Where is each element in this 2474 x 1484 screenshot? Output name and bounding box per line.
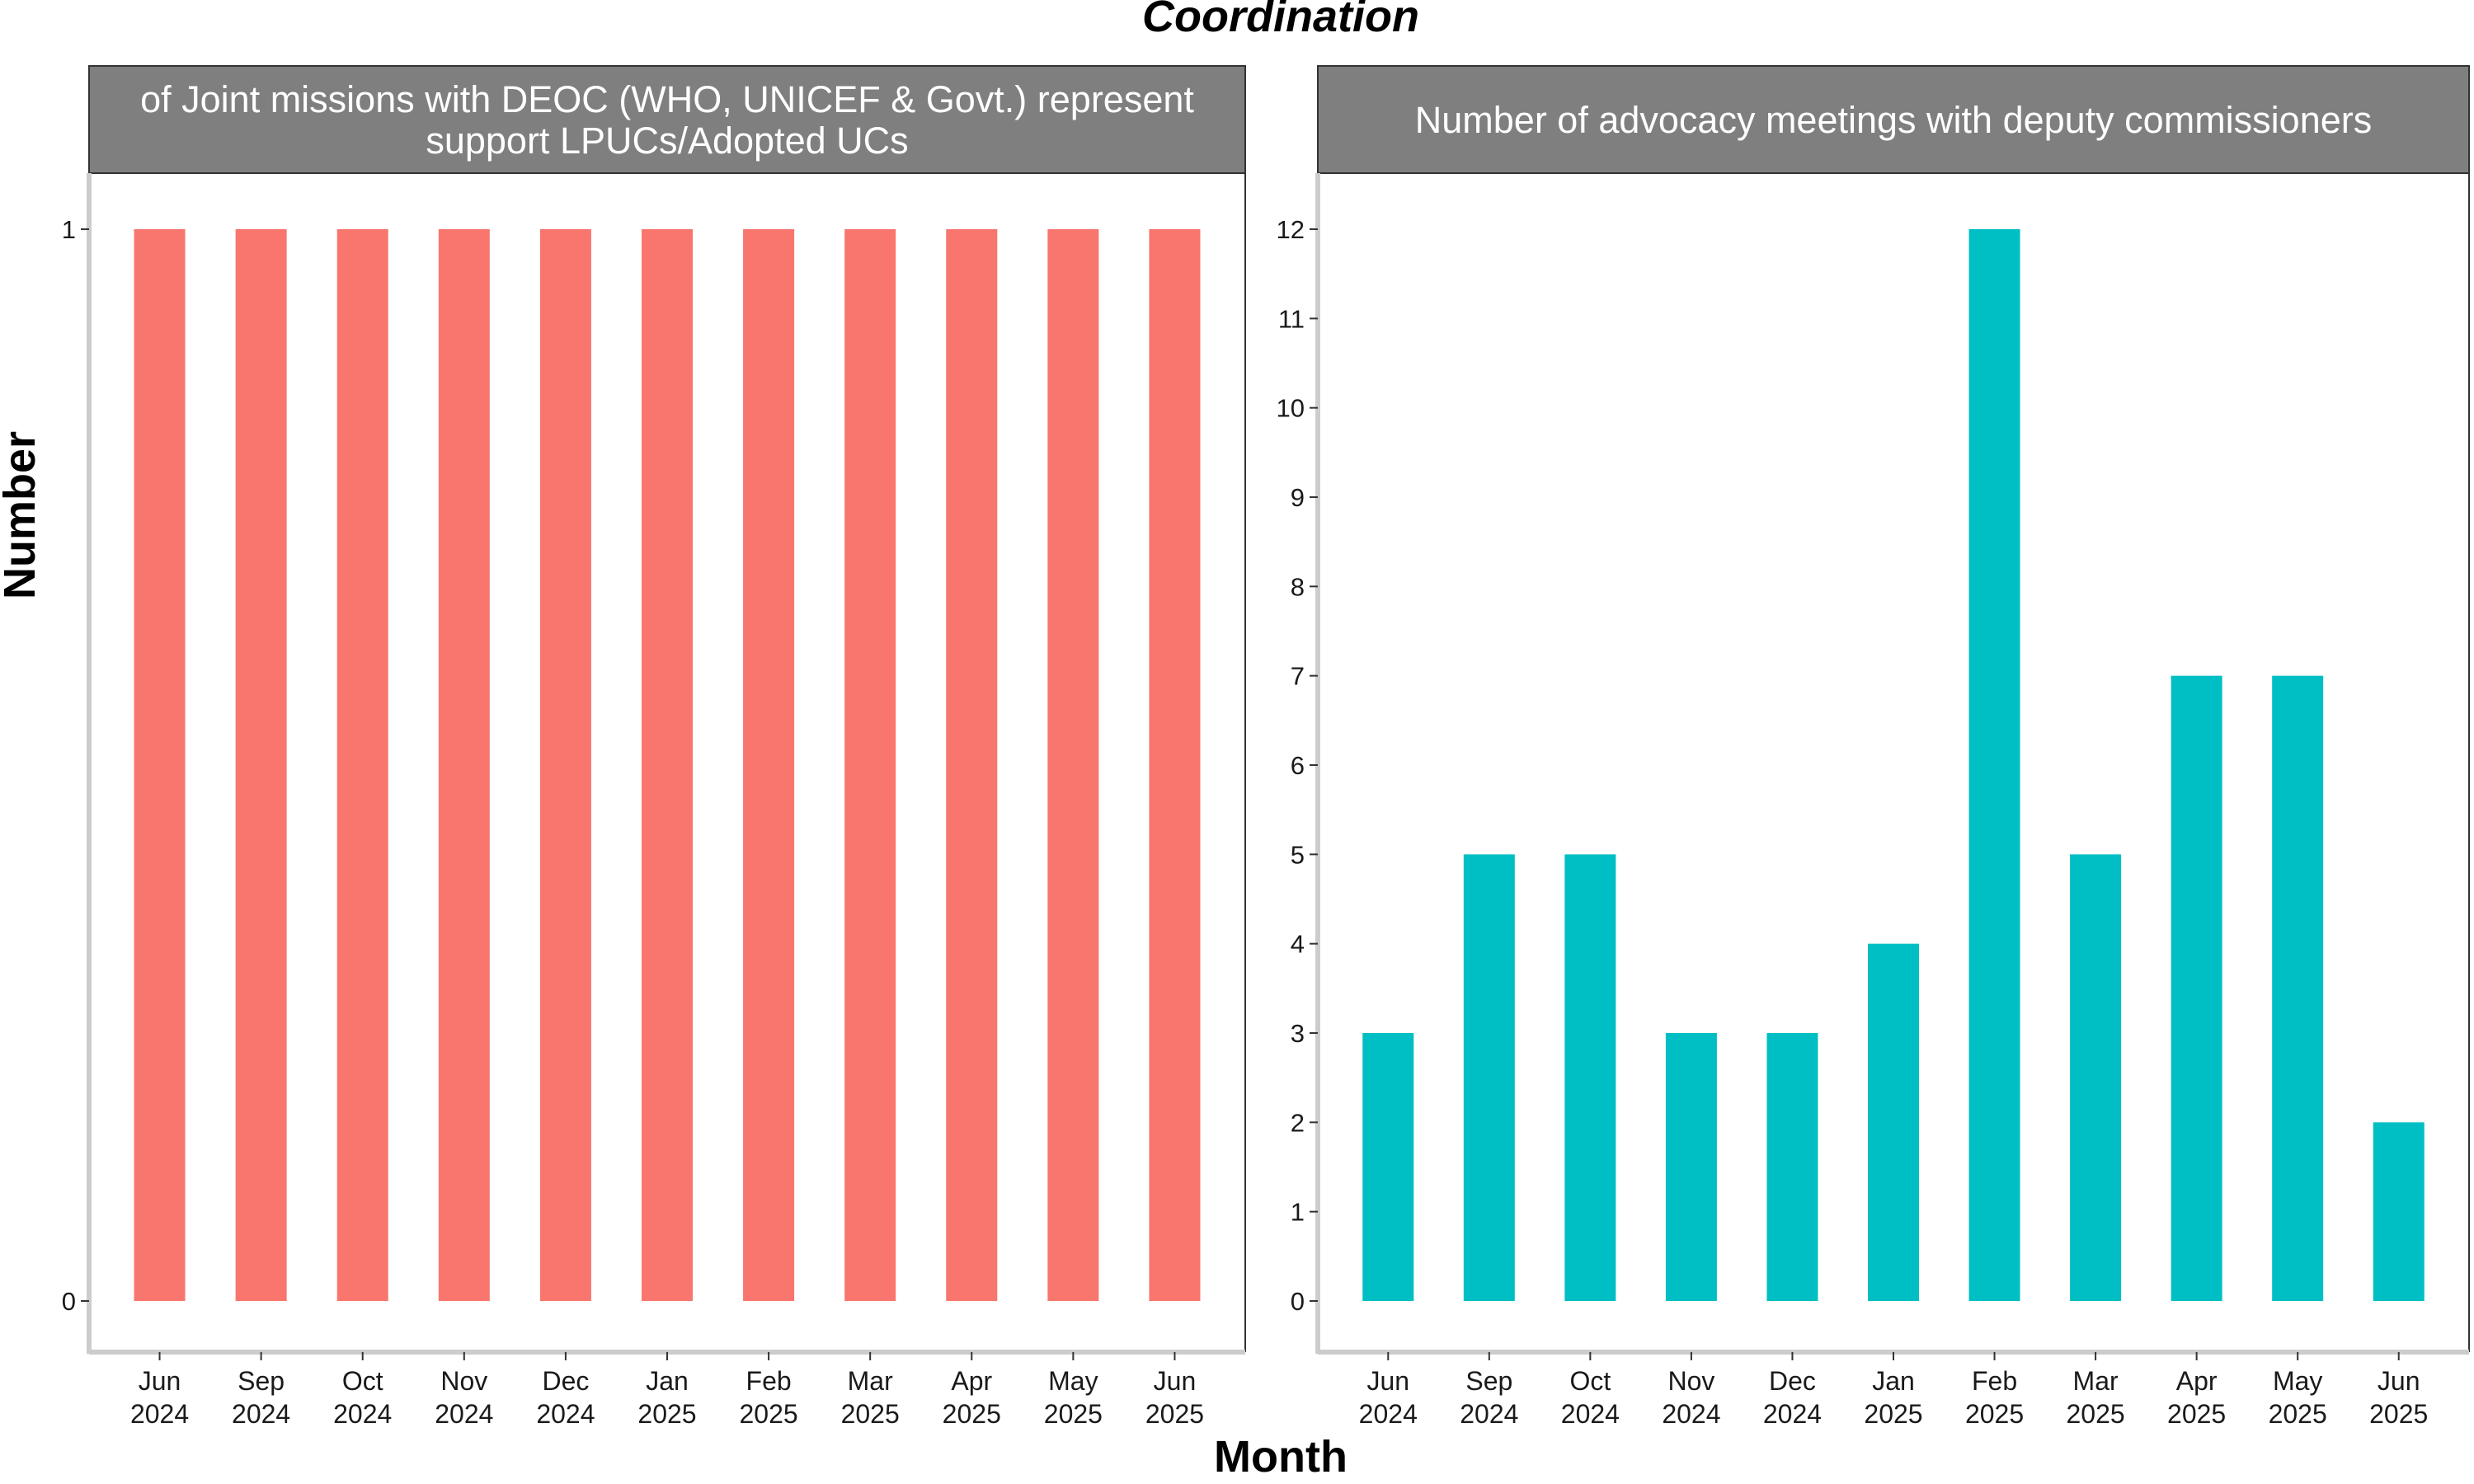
- facet-strip: [1317, 65, 2470, 174]
- x-tick-label: Feb: [746, 1366, 792, 1396]
- x-tick-label: Sep: [238, 1366, 285, 1396]
- x-tick-label: 2025: [1965, 1399, 2024, 1429]
- y-tick-label: 1: [1291, 1198, 1305, 1227]
- y-tick-label: 8: [1291, 572, 1305, 601]
- figure-title: Coordination: [1142, 0, 1419, 41]
- x-tick-label: 2025: [739, 1399, 797, 1429]
- bar: [1362, 1033, 1414, 1301]
- x-tick-label: 2025: [841, 1399, 900, 1429]
- bar: [1564, 854, 1616, 1301]
- y-tick-label: 7: [1291, 662, 1305, 691]
- y-tick-label: 10: [1277, 394, 1305, 423]
- x-tick-label: 2024: [1763, 1399, 1822, 1429]
- x-tick-label: 2024: [1359, 1399, 1418, 1429]
- facet-title-line: Number of advocacy meetings with deputy …: [1415, 99, 2373, 141]
- bar: [1463, 854, 1515, 1301]
- bar: [2272, 675, 2324, 1301]
- facet-strip-title: Number of advocacy meetings with deputy …: [1415, 99, 2373, 141]
- x-tick-label: Nov: [1667, 1366, 1714, 1396]
- x-tick-label: 2024: [1662, 1399, 1720, 1429]
- x-tick-label: 2025: [1145, 1399, 1204, 1429]
- x-tick-label: Jan: [1872, 1366, 1915, 1396]
- y-tick-label: 0: [62, 1287, 76, 1316]
- bar: [1047, 229, 1099, 1301]
- x-tick-label: 2025: [637, 1399, 696, 1429]
- x-tick-label: 2025: [2369, 1399, 2428, 1429]
- bar: [1968, 229, 2020, 1301]
- bar: [844, 229, 896, 1301]
- bar: [1766, 1033, 1818, 1301]
- bar: [539, 229, 591, 1301]
- x-tick-label: 2025: [943, 1399, 1001, 1429]
- x-tick-label: Jun: [1366, 1366, 1409, 1396]
- y-tick-label: 0: [1291, 1287, 1305, 1316]
- y-tick-label: 4: [1291, 930, 1305, 959]
- bar: [743, 229, 795, 1301]
- x-tick-label: Oct: [1569, 1366, 1611, 1396]
- facet-strip: [88, 65, 1246, 174]
- bar: [1665, 1033, 1717, 1301]
- x-tick-label: Jan: [646, 1366, 689, 1396]
- x-tick-label: Nov: [440, 1366, 487, 1396]
- x-tick-label: 2024: [1561, 1399, 1620, 1429]
- x-tick-label: 2024: [1460, 1399, 1518, 1429]
- x-tick-label: 2025: [2167, 1399, 2226, 1429]
- x-tick-label: Jun: [139, 1366, 181, 1396]
- facet-title-line: support LPUCs/Adopted UCs: [426, 120, 908, 162]
- bar: [2373, 1122, 2425, 1301]
- x-tick-label: 2024: [130, 1399, 189, 1429]
- x-tick-label: May: [1048, 1366, 1098, 1396]
- bar: [2070, 854, 2122, 1301]
- y-tick-label: 11: [1278, 304, 1305, 333]
- bar: [438, 229, 490, 1301]
- x-tick-label: May: [2273, 1366, 2322, 1396]
- y-tick-label: 12: [1277, 215, 1305, 244]
- panel-1: of Joint missions with DEOC (WHO, UNICEF…: [62, 65, 1246, 1429]
- panels: of Joint missions with DEOC (WHO, UNICEF…: [62, 65, 2470, 1429]
- x-tick-label: Sep: [1465, 1366, 1512, 1396]
- x-tick-label: 2025: [2066, 1399, 2124, 1429]
- x-tick-label: Apr: [2176, 1366, 2218, 1396]
- x-tick-label: Jun: [2378, 1366, 2420, 1396]
- y-tick-label: 5: [1291, 840, 1305, 869]
- x-tick-label: Oct: [342, 1366, 383, 1396]
- x-tick-label: 2024: [333, 1399, 392, 1429]
- bar: [2171, 675, 2222, 1301]
- x-tick-label: Apr: [951, 1366, 992, 1396]
- y-tick-label: 9: [1291, 483, 1305, 512]
- x-tick-label: 2024: [232, 1399, 290, 1429]
- bar: [946, 229, 998, 1301]
- x-tick-label: 2025: [2269, 1399, 2327, 1429]
- x-tick-label: Dec: [1769, 1366, 1816, 1396]
- facet-title-line: of Joint missions with DEOC (WHO, UNICEF…: [140, 78, 1194, 120]
- x-tick-label: 2025: [1044, 1399, 1103, 1429]
- x-tick-label: Dec: [542, 1366, 589, 1396]
- y-tick-label: 1: [62, 215, 76, 244]
- bar: [134, 229, 186, 1301]
- y-tick-label: 2: [1291, 1108, 1305, 1137]
- y-axis-label: Number: [0, 431, 45, 599]
- bar: [1868, 943, 1919, 1301]
- bar: [336, 229, 388, 1301]
- x-tick-label: 2025: [1864, 1399, 1922, 1429]
- x-tick-label: Feb: [1972, 1366, 2017, 1396]
- x-tick-label: Mar: [2073, 1366, 2119, 1396]
- panel-2: Number of advocacy meetings with deputy …: [1277, 65, 2470, 1429]
- y-tick-label: 6: [1291, 751, 1305, 780]
- x-tick-label: 2024: [435, 1399, 493, 1429]
- x-tick-label: Mar: [848, 1366, 893, 1396]
- facet-strip-title: of Joint missions with DEOC (WHO, UNICEF…: [140, 78, 1194, 162]
- bar: [642, 229, 693, 1301]
- bar: [1149, 229, 1201, 1301]
- bar: [235, 229, 287, 1301]
- x-tick-label: 2024: [536, 1399, 595, 1429]
- y-tick-label: 3: [1291, 1019, 1305, 1048]
- x-axis-label: Month: [1214, 1432, 1348, 1482]
- x-tick-label: Jun: [1154, 1366, 1197, 1396]
